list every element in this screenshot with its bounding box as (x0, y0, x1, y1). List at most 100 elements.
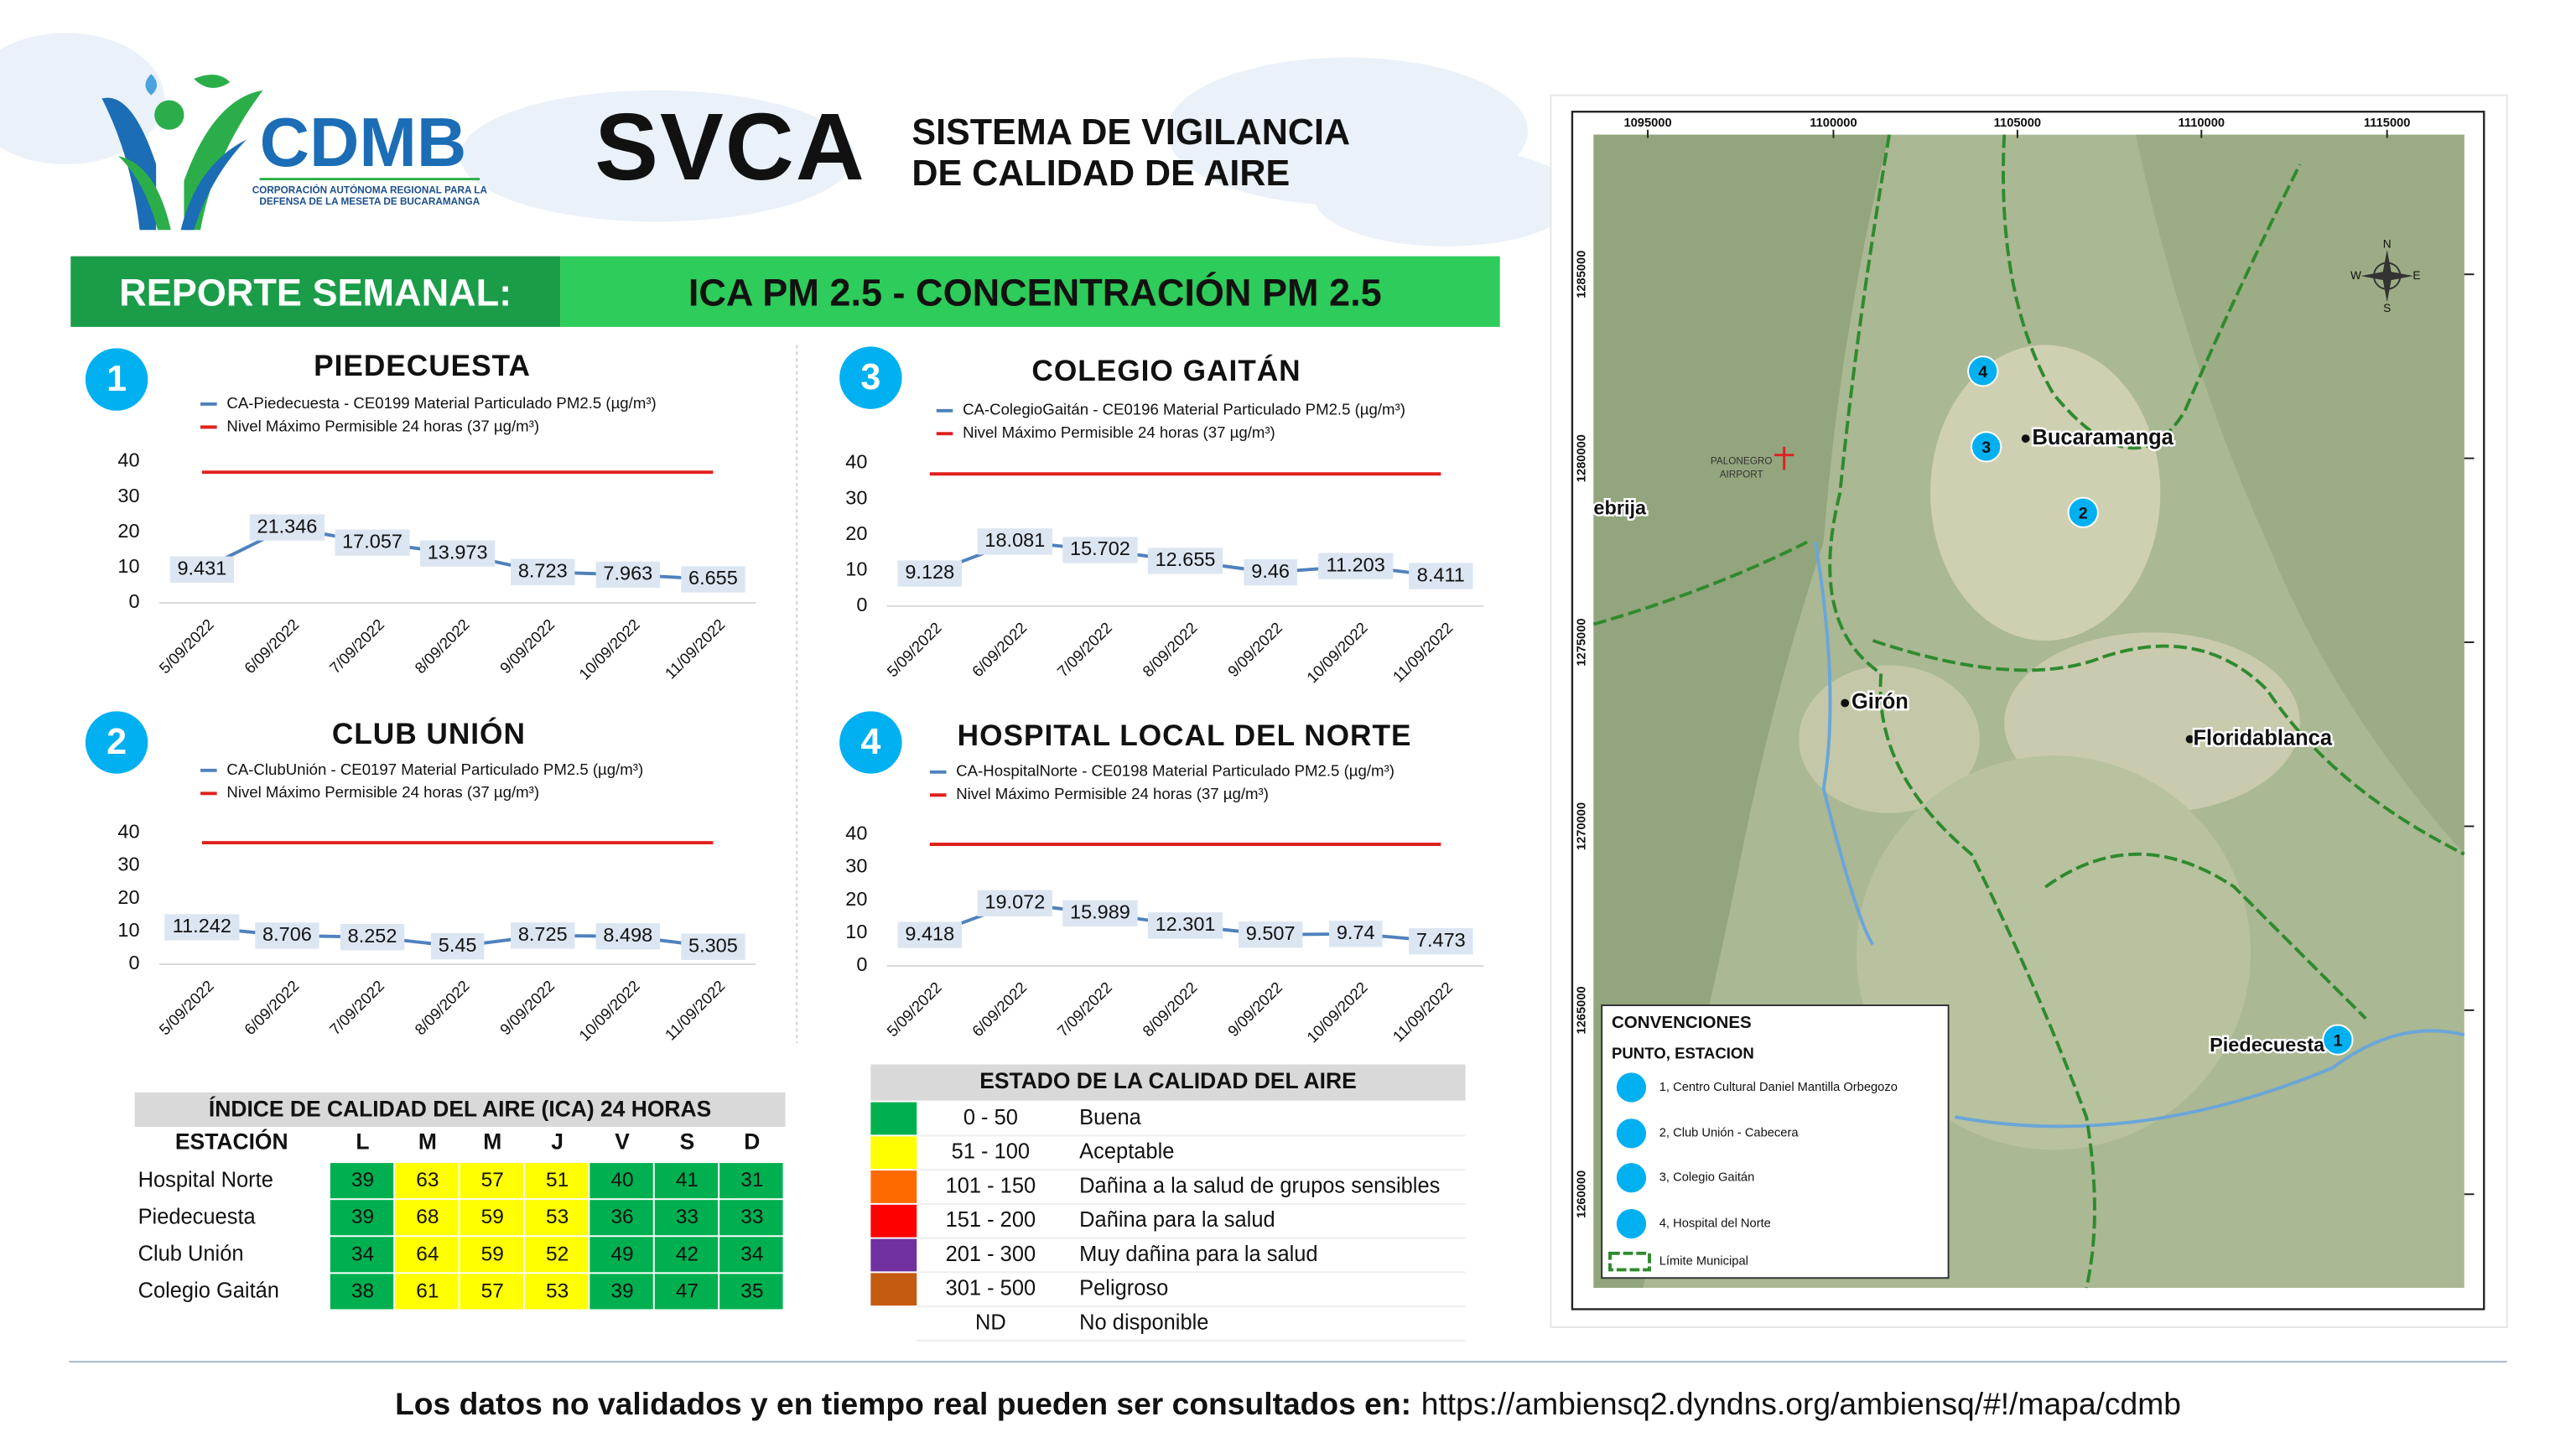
map-boundary (1828, 134, 2096, 1289)
table-cell (719, 1274, 783, 1310)
table-cell (654, 1274, 719, 1310)
data-label-bg (595, 923, 661, 950)
map-boundary (1592, 540, 1808, 626)
map-y-label: 1265000 (1576, 986, 1589, 1034)
legend-range: 51 - 100 (952, 1140, 1030, 1164)
data-label-bg (1147, 912, 1223, 939)
legend-range: 151 - 200 (946, 1208, 1036, 1232)
y-tick-label: 0 (856, 953, 867, 975)
map-legend-boundary (1608, 1251, 1651, 1272)
banner-right (560, 256, 1500, 327)
data-label-bg (1062, 537, 1138, 563)
banner-left (70, 256, 561, 327)
table-value: 39 (610, 1279, 633, 1302)
y-tick-label: 40 (117, 449, 139, 471)
compass (2360, 249, 2414, 303)
chart-badge (85, 711, 148, 774)
y-tick-label: 30 (117, 854, 139, 875)
table-value: 33 (740, 1206, 763, 1228)
banner-right-text: ICA PM 2.5 - CONCENTRACIÓN PM 2.5 (688, 272, 1382, 314)
legend-label: CA-ClubUnión - CE0197 Material Particula… (226, 760, 643, 778)
data-label: 9.46 (1251, 560, 1290, 582)
table-cell (589, 1163, 653, 1199)
y-tick-label: 10 (117, 555, 139, 577)
y-tick-label: 40 (845, 822, 867, 843)
legend-label: Muy dañina para la salud (1079, 1243, 1317, 1266)
table-value: 39 (351, 1206, 374, 1228)
legend-label: No disponible (1079, 1310, 1208, 1334)
data-label: 18.081 (984, 529, 1045, 551)
y-tick-label: 20 (845, 522, 867, 544)
map-legend-item: 4, Hospital del Norte (1659, 1217, 1771, 1230)
table-value: 39 (351, 1169, 374, 1191)
map-x-label: 1100000 (1810, 117, 1857, 130)
legend-label: Dañina a la salud de grupos sensibles (1079, 1174, 1440, 1197)
map-station (2067, 496, 2099, 528)
table-cell (719, 1237, 783, 1273)
map-legend-title: CONVENCIONES (1612, 1013, 1752, 1032)
logo-subtitle: CORPORACIÓN AUTÓNOMA REGIONAL PARA LA (252, 184, 488, 195)
cloud (1314, 148, 1577, 247)
table-value: 57 (481, 1279, 504, 1302)
y-tick-label: 10 (117, 919, 139, 941)
data-label: 9.431 (177, 557, 226, 579)
map-station-number: 3 (1981, 439, 1991, 457)
data-label-bg (511, 922, 575, 949)
table-value: 53 (546, 1279, 569, 1302)
table-cell (395, 1163, 459, 1199)
legend-color (870, 1136, 917, 1170)
chart-badge-number: 1 (106, 359, 127, 399)
chart-title: CLUB UNIÓN (332, 717, 526, 750)
table-cell (524, 1274, 589, 1310)
map-place: Piedecuesta (2210, 1034, 2325, 1056)
table-value: 59 (481, 1243, 504, 1265)
table-cell (395, 1237, 459, 1273)
y-tick-label: 20 (845, 888, 867, 910)
table-value: 53 (546, 1206, 569, 1228)
logo-drop (145, 74, 158, 96)
legend-range: 101 - 150 (946, 1174, 1036, 1197)
data-label-bg (169, 556, 235, 583)
data-label-bg (1409, 928, 1473, 955)
map-legend-marker (1616, 1163, 1647, 1193)
data-label: 11.242 (173, 915, 231, 937)
legend-label: CA-Piedecuesta - CE0199 Material Particu… (226, 394, 656, 412)
table-value: 57 (481, 1169, 504, 1191)
table-value: 31 (740, 1169, 763, 1191)
table-cell (654, 1163, 719, 1199)
data-label-bg (1244, 558, 1297, 586)
data-label: 12.301 (1156, 913, 1216, 935)
data-label-bg (249, 514, 325, 541)
table-value: 64 (416, 1243, 439, 1265)
y-tick-label: 10 (845, 558, 867, 580)
legend-title: ESTADO DE LA CALIDAD DEL AIRE (979, 1068, 1356, 1093)
table-value: 40 (610, 1169, 633, 1191)
data-label-bg (897, 560, 962, 587)
table-title-bg (134, 1092, 786, 1127)
table-cell (524, 1237, 589, 1273)
map-place-dot (2185, 734, 2194, 744)
data-label-bg (681, 933, 745, 960)
footer: Los datos no validados y en tiempo real … (395, 1386, 2181, 1421)
table-cell (589, 1274, 653, 1310)
map-place-dot (2021, 434, 2030, 443)
y-tick-label: 40 (845, 451, 867, 473)
table-value: 36 (610, 1206, 633, 1228)
legend-label: Aceptable (1079, 1140, 1174, 1164)
chart-badge (85, 348, 148, 411)
y-tick-label: 30 (845, 486, 867, 508)
map-boundary (2002, 134, 2302, 450)
map-y-label: 1260000 (1576, 1170, 1589, 1218)
data-label: 8.723 (518, 559, 568, 581)
y-tick-label: 30 (117, 485, 139, 506)
data-label: 9.74 (1337, 921, 1375, 943)
table-value: 47 (676, 1279, 699, 1302)
map-y-label: 1285000 (1576, 251, 1589, 298)
compass-letter: W (2350, 269, 2361, 282)
table-header: V (615, 1129, 630, 1155)
chart-title: HOSPITAL LOCAL DEL NORTE (958, 719, 1412, 752)
map-boundary (1872, 639, 2465, 856)
